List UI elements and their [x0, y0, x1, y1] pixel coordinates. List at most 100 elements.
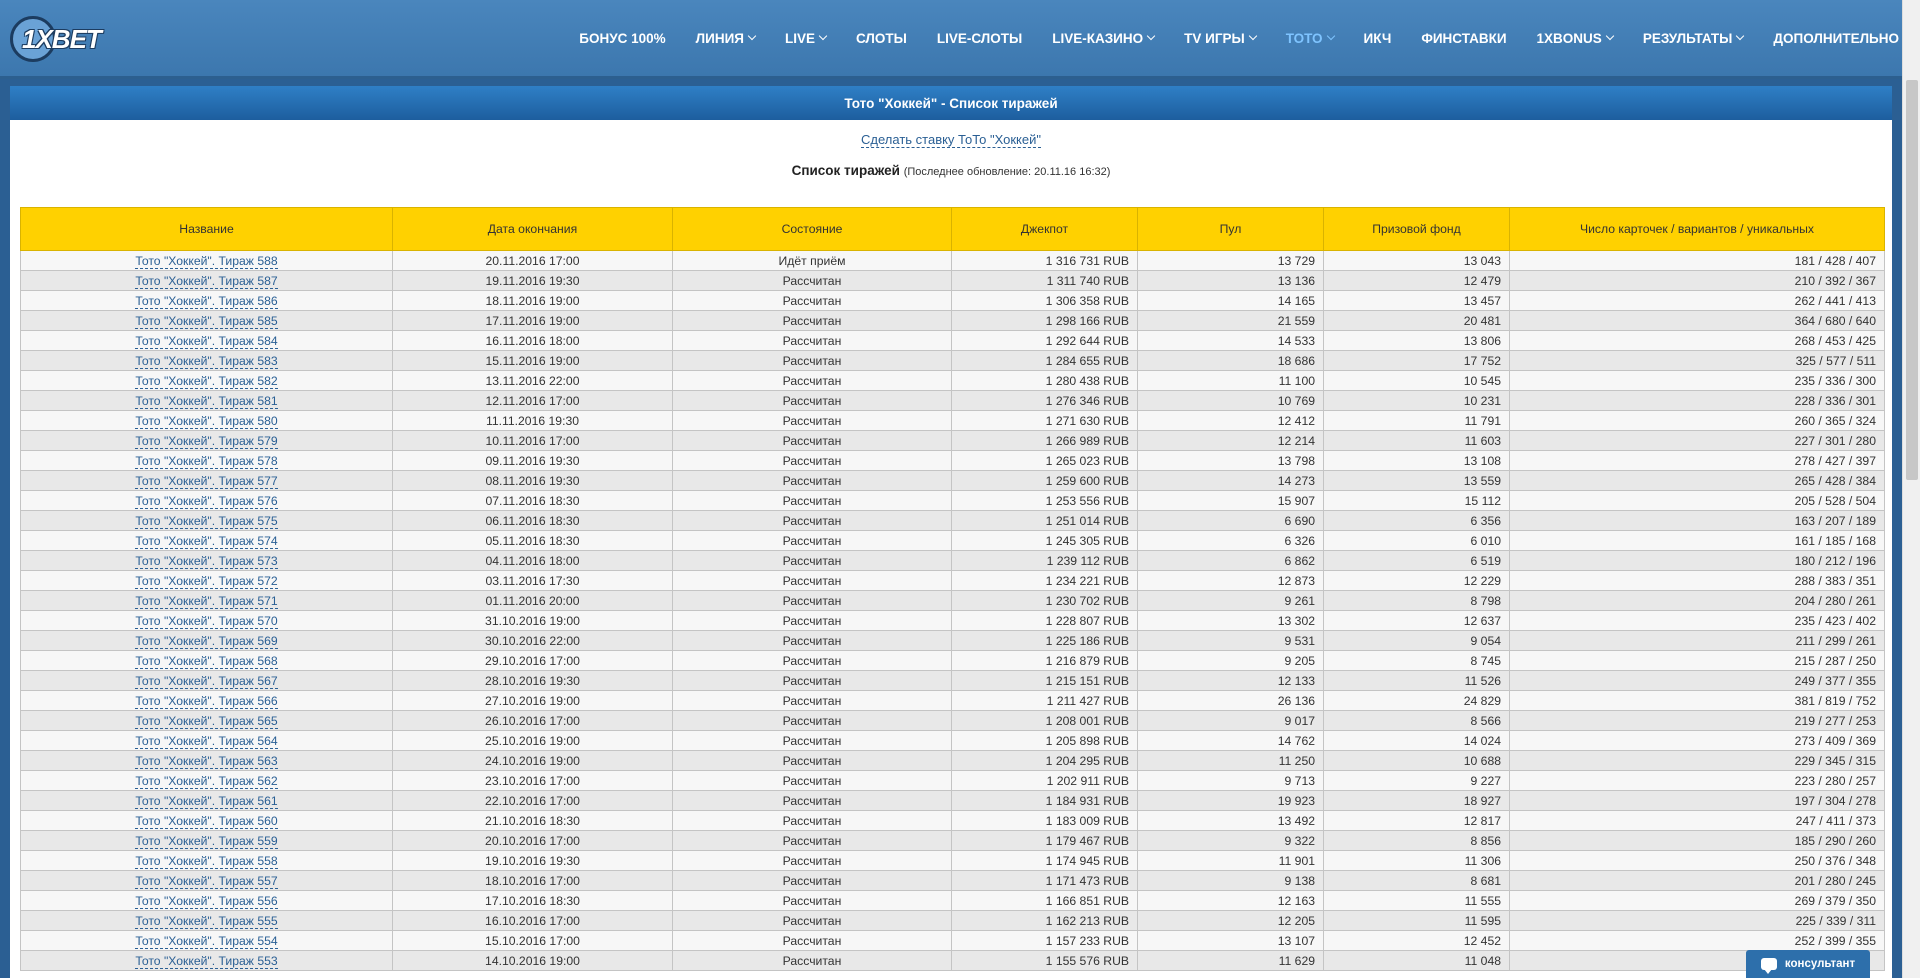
nav-line[interactable]: ЛИНИЯ: [696, 31, 757, 46]
col-state-header[interactable]: Состояние: [672, 207, 952, 251]
end-date-cell: 23.10.2016 17:00: [392, 770, 673, 791]
nav-slots[interactable]: СЛОТЫ: [856, 31, 907, 46]
jackpot-cell: 1 216 879 RUB: [951, 650, 1138, 671]
draw-link[interactable]: Тото "Хоккей". Тираж 569: [135, 633, 278, 649]
draw-link[interactable]: Тото "Хоккей". Тираж 588: [135, 253, 278, 269]
draw-name-cell: Тото "Хоккей". Тираж 565: [20, 710, 393, 731]
scrollbar-thumb[interactable]: [1906, 80, 1918, 480]
draw-link[interactable]: Тото "Хоккей". Тираж 564: [135, 733, 278, 749]
col-end-date-header[interactable]: Дата окончания: [392, 207, 673, 251]
draw-link[interactable]: Тото "Хоккей". Тираж 575: [135, 513, 278, 529]
jackpot-cell: 1 183 009 RUB: [951, 810, 1138, 831]
col-name-header[interactable]: Название: [20, 207, 393, 251]
draw-name-cell: Тото "Хоккей". Тираж 557: [20, 870, 393, 891]
nav-live-casino[interactable]: LIVE-КАЗИНО: [1052, 31, 1156, 46]
draw-link[interactable]: Тото "Хоккей". Тираж 560: [135, 813, 278, 829]
site-logo[interactable]: 1XBET: [10, 14, 114, 64]
draw-link[interactable]: Тото "Хоккей". Тираж 585: [135, 313, 278, 329]
prize-fund-cell: 11 048: [1323, 950, 1510, 971]
pool-cell: 21 559: [1137, 310, 1324, 331]
nav-live[interactable]: LIVE: [785, 31, 828, 46]
nav-bonus[interactable]: БОНУС 100%: [579, 31, 665, 46]
draw-link[interactable]: Тото "Хоккей". Тираж 572: [135, 573, 278, 589]
draw-link[interactable]: Тото "Хоккей". Тираж 576: [135, 493, 278, 509]
pool-cell: 11 901: [1137, 850, 1324, 871]
nav-tv-games[interactable]: TV ИГРЫ: [1184, 31, 1257, 46]
jackpot-cell: 1 171 473 RUB: [951, 870, 1138, 891]
table-row: Тото "Хоккей". Тираж 569 30.10.2016 22:00…: [20, 630, 1885, 651]
table-row: Тото "Хоккей". Тираж 556 17.10.2016 18:30…: [20, 890, 1885, 911]
consultant-chat-button[interactable]: консультант: [1746, 950, 1870, 978]
draw-link[interactable]: Тото "Хоккей". Тираж 580: [135, 413, 278, 429]
draw-name-cell: Тото "Хоккей". Тираж 586: [20, 290, 393, 311]
draw-name-cell: Тото "Хоккей". Тираж 580: [20, 410, 393, 431]
draw-link[interactable]: Тото "Хоккей". Тираж 582: [135, 373, 278, 389]
draw-link[interactable]: Тото "Хоккей". Тираж 574: [135, 533, 278, 549]
draw-link[interactable]: Тото "Хоккей". Тираж 555: [135, 913, 278, 929]
page-scrollbar[interactable]: [1902, 0, 1920, 978]
end-date-cell: 04.11.2016 18:00: [392, 550, 673, 571]
draw-link[interactable]: Тото "Хоккей". Тираж 587: [135, 273, 278, 289]
nav-finstavki[interactable]: ФИНСТАВКИ: [1421, 31, 1506, 46]
col-jackpot-header[interactable]: Джекпот: [951, 207, 1138, 251]
nav-more[interactable]: ДОПОЛНИТЕЛЬНО: [1773, 31, 1912, 46]
nav-live-slots[interactable]: LIVE-СЛОТЫ: [937, 31, 1022, 46]
bet-link-wrap: Сделать ставку ТоТо "Хоккей": [10, 132, 1892, 148]
cards-count-cell: 161 / 185 / 168: [1509, 530, 1885, 551]
end-date-cell: 20.10.2016 17:00: [392, 830, 673, 851]
pool-cell: 13 136: [1137, 270, 1324, 291]
prize-fund-cell: 10 545: [1323, 370, 1510, 391]
draw-link[interactable]: Тото "Хоккей". Тираж 581: [135, 393, 278, 409]
nav-ikch-label: ИКЧ: [1363, 30, 1392, 46]
draw-link[interactable]: Тото "Хоккей". Тираж 556: [135, 893, 278, 909]
draw-link[interactable]: Тото "Хоккей". Тираж 554: [135, 933, 278, 949]
draw-link[interactable]: Тото "Хоккей". Тираж 559: [135, 833, 278, 849]
draw-name-cell: Тото "Хоккей". Тираж 579: [20, 430, 393, 451]
draw-link[interactable]: Тото "Хоккей". Тираж 562: [135, 773, 278, 789]
draw-link[interactable]: Тото "Хоккей". Тираж 567: [135, 673, 278, 689]
draw-link[interactable]: Тото "Хоккей". Тираж 583: [135, 353, 278, 369]
draw-link[interactable]: Тото "Хоккей". Тираж 579: [135, 433, 278, 449]
nav-1xbonus[interactable]: 1XBONUS: [1537, 31, 1615, 46]
nav-results[interactable]: РЕЗУЛЬТАТЫ: [1643, 31, 1745, 46]
cards-count-cell: 252 / 399 / 355: [1509, 930, 1885, 951]
jackpot-cell: 1 311 740 RUB: [951, 270, 1138, 291]
draw-name-cell: Тото "Хоккей". Тираж 553: [20, 950, 393, 971]
make-bet-link[interactable]: Сделать ставку ТоТо "Хоккей": [861, 132, 1041, 148]
panel-title: Тото "Хоккей" - Список тиражей: [10, 86, 1892, 120]
draw-link[interactable]: Тото "Хоккей". Тираж 557: [135, 873, 278, 889]
nav-ikch[interactable]: ИКЧ: [1364, 31, 1392, 46]
draw-link[interactable]: Тото "Хоккей". Тираж 570: [135, 613, 278, 629]
draw-link[interactable]: Тото "Хоккей". Тираж 566: [135, 693, 278, 709]
pool-cell: 6 326: [1137, 530, 1324, 551]
draw-link[interactable]: Тото "Хоккей". Тираж 568: [135, 653, 278, 669]
table-row: Тото "Хоккей". Тираж 555 16.10.2016 17:00…: [20, 910, 1885, 931]
jackpot-cell: 1 316 731 RUB: [951, 250, 1138, 271]
table-row: Тото "Хоккей". Тираж 582 13.11.2016 22:00…: [20, 370, 1885, 391]
prize-fund-cell: 8 566: [1323, 710, 1510, 731]
state-cell: Рассчитан: [672, 330, 952, 351]
prize-fund-cell: 13 043: [1323, 250, 1510, 271]
cards-count-cell: 247 / 411 / 373: [1509, 810, 1885, 831]
state-cell: Рассчитан: [672, 790, 952, 811]
draw-link[interactable]: Тото "Хоккей". Тираж 563: [135, 753, 278, 769]
draw-link[interactable]: Тото "Хоккей". Тираж 584: [135, 333, 278, 349]
col-pool-header[interactable]: Пул: [1137, 207, 1324, 251]
draw-link[interactable]: Тото "Хоккей". Тираж 573: [135, 553, 278, 569]
draw-link[interactable]: Тото "Хоккей". Тираж 561: [135, 793, 278, 809]
draw-name-cell: Тото "Хоккей". Тираж 570: [20, 610, 393, 631]
draw-link[interactable]: Тото "Хоккей". Тираж 565: [135, 713, 278, 729]
draw-link[interactable]: Тото "Хоккей". Тираж 577: [135, 473, 278, 489]
prize-fund-cell: 14 024: [1323, 730, 1510, 751]
draw-link[interactable]: Тото "Хоккей". Тираж 558: [135, 853, 278, 869]
draw-link[interactable]: Тото "Хоккей". Тираж 571: [135, 593, 278, 609]
draw-link[interactable]: Тото "Хоккей". Тираж 578: [135, 453, 278, 469]
pool-cell: 19 923: [1137, 790, 1324, 811]
draw-link[interactable]: Тото "Хоккей". Тираж 553: [135, 953, 278, 969]
nav-toto[interactable]: ТОТО: [1286, 31, 1335, 46]
col-prize-fund-header[interactable]: Призовой фонд: [1323, 207, 1510, 251]
end-date-cell: 07.11.2016 18:30: [392, 490, 673, 511]
draw-link[interactable]: Тото "Хоккей". Тираж 586: [135, 293, 278, 309]
col-cards-header[interactable]: Число карточек / вариантов / уникальных: [1509, 207, 1885, 251]
state-cell: Рассчитан: [672, 870, 952, 891]
